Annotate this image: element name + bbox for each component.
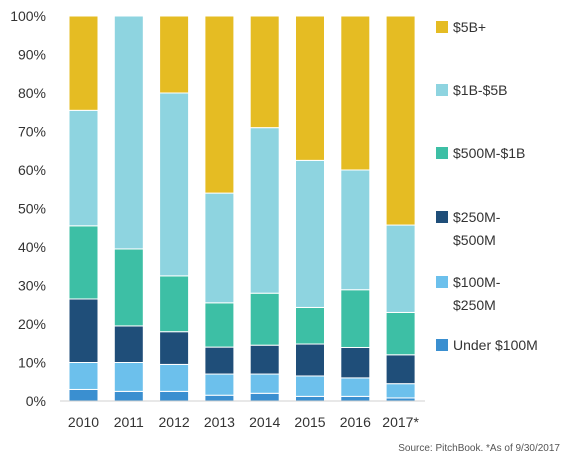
legend-swatch bbox=[436, 211, 448, 223]
bar-segment bbox=[68, 225, 99, 300]
bar-segment bbox=[68, 15, 99, 111]
legend-entry: $1B-$5B bbox=[436, 82, 507, 98]
x-axis: 2010 2011 2012 2013 2014 2015 2016 2017* bbox=[68, 414, 420, 430]
x-tick-label: 2016 bbox=[340, 414, 371, 430]
bar-segment bbox=[68, 362, 99, 390]
legend: $5B+ $1B-$5B $500M-$1B $250M- $500M $100M- $25… bbox=[436, 19, 538, 353]
y-tick-label: 10% bbox=[18, 355, 46, 371]
bar-segment bbox=[113, 362, 144, 392]
bar-stack bbox=[113, 15, 144, 402]
bar-segment bbox=[385, 311, 416, 356]
bar-stack bbox=[68, 15, 99, 402]
bar-area bbox=[68, 15, 416, 402]
legend-swatch bbox=[436, 147, 448, 159]
bar-segment bbox=[68, 298, 99, 364]
bar-segment bbox=[159, 331, 190, 365]
bar-segment bbox=[385, 383, 416, 399]
bar-segment bbox=[295, 306, 325, 345]
bar-segment bbox=[340, 377, 371, 397]
bar-segment bbox=[295, 15, 325, 161]
bar-segment bbox=[204, 394, 235, 402]
bar-segment bbox=[68, 388, 99, 402]
bar-segment bbox=[295, 159, 325, 308]
x-tick-label: 2012 bbox=[159, 414, 190, 430]
y-tick-label: 60% bbox=[18, 162, 46, 178]
y-tick-label: 50% bbox=[18, 201, 46, 217]
bar-segment bbox=[204, 302, 235, 348]
x-tick-label: 2015 bbox=[294, 414, 325, 430]
y-tick-label: 90% bbox=[18, 47, 46, 63]
bar-stack bbox=[385, 15, 416, 402]
bar-segment bbox=[68, 109, 99, 227]
bar-segment bbox=[159, 275, 190, 333]
legend-swatch bbox=[436, 84, 448, 96]
y-tick-label: 100% bbox=[10, 8, 46, 24]
bar-segment bbox=[204, 346, 235, 375]
x-tick-label: 2017* bbox=[382, 414, 419, 430]
legend-swatch bbox=[436, 276, 448, 288]
bar-segment bbox=[340, 289, 371, 348]
legend-label: $500M bbox=[453, 232, 496, 248]
legend-entry: $100M- $250M bbox=[436, 274, 501, 313]
bar-segment bbox=[249, 373, 280, 394]
bar-segment bbox=[159, 15, 190, 94]
x-tick-label: 2014 bbox=[249, 414, 280, 430]
y-tick-label: 80% bbox=[18, 85, 46, 101]
bar-stack bbox=[249, 15, 280, 402]
bar-segment bbox=[204, 373, 235, 396]
bar-segment bbox=[159, 363, 190, 392]
y-tick-label: 30% bbox=[18, 278, 46, 294]
bar-segment bbox=[340, 15, 371, 171]
bar-segment bbox=[295, 343, 325, 377]
bar-segment bbox=[204, 192, 235, 304]
legend-entry: $500M-$1B bbox=[436, 145, 525, 161]
y-tick-label: 20% bbox=[18, 316, 46, 332]
bar-segment bbox=[249, 15, 280, 129]
x-tick-label: 2013 bbox=[204, 414, 235, 430]
bar-segment bbox=[249, 127, 280, 294]
bar-segment bbox=[249, 392, 280, 402]
bar-segment bbox=[295, 375, 325, 397]
legend-entry: $5B+ bbox=[436, 19, 486, 35]
legend-swatch bbox=[436, 21, 448, 33]
bar-segment bbox=[113, 325, 144, 363]
bar-segment bbox=[340, 395, 371, 402]
y-tick-label: 40% bbox=[18, 239, 46, 255]
legend-label: $5B+ bbox=[453, 19, 486, 35]
legend-label: $250M bbox=[453, 297, 496, 313]
y-tick-label: 0% bbox=[26, 393, 46, 409]
bar-segment bbox=[159, 390, 190, 402]
bar-stack bbox=[159, 15, 190, 402]
legend-entry: Under $100M bbox=[436, 337, 538, 353]
legend-label: $100M- bbox=[453, 274, 501, 290]
bar-stack bbox=[340, 15, 371, 402]
bar-stack bbox=[204, 15, 235, 402]
bar-segment bbox=[113, 248, 144, 327]
source-note: Source: PitchBook. *As of 9/30/2017 bbox=[398, 443, 560, 454]
legend-label: $1B-$5B bbox=[453, 82, 507, 98]
legend-swatch bbox=[436, 339, 448, 351]
bar-segment bbox=[113, 15, 144, 250]
bar-segment bbox=[113, 390, 144, 402]
bar-segment bbox=[249, 292, 280, 346]
x-tick-label: 2010 bbox=[68, 414, 99, 430]
legend-label: Under $100M bbox=[453, 337, 538, 353]
y-tick-label: 70% bbox=[18, 124, 46, 140]
bar-stack bbox=[295, 15, 325, 402]
bar-segment bbox=[385, 354, 416, 385]
bar-segment bbox=[340, 346, 371, 379]
bar-segment bbox=[385, 224, 416, 313]
bar-segment bbox=[385, 15, 416, 226]
legend-entry: $250M- $500M bbox=[436, 209, 501, 248]
bar-segment bbox=[204, 15, 235, 194]
legend-label: $250M- bbox=[453, 209, 501, 225]
bar-segment bbox=[249, 344, 280, 375]
bar-segment bbox=[295, 395, 325, 402]
bar-segment bbox=[340, 169, 371, 291]
y-axis: 0% 10% 20% 30% 40% 50% 60% 70% 80% 90% 100% bbox=[10, 8, 46, 409]
legend-label: $500M-$1B bbox=[453, 145, 525, 161]
x-tick-label: 2011 bbox=[114, 414, 144, 430]
bar-segment bbox=[159, 92, 190, 277]
